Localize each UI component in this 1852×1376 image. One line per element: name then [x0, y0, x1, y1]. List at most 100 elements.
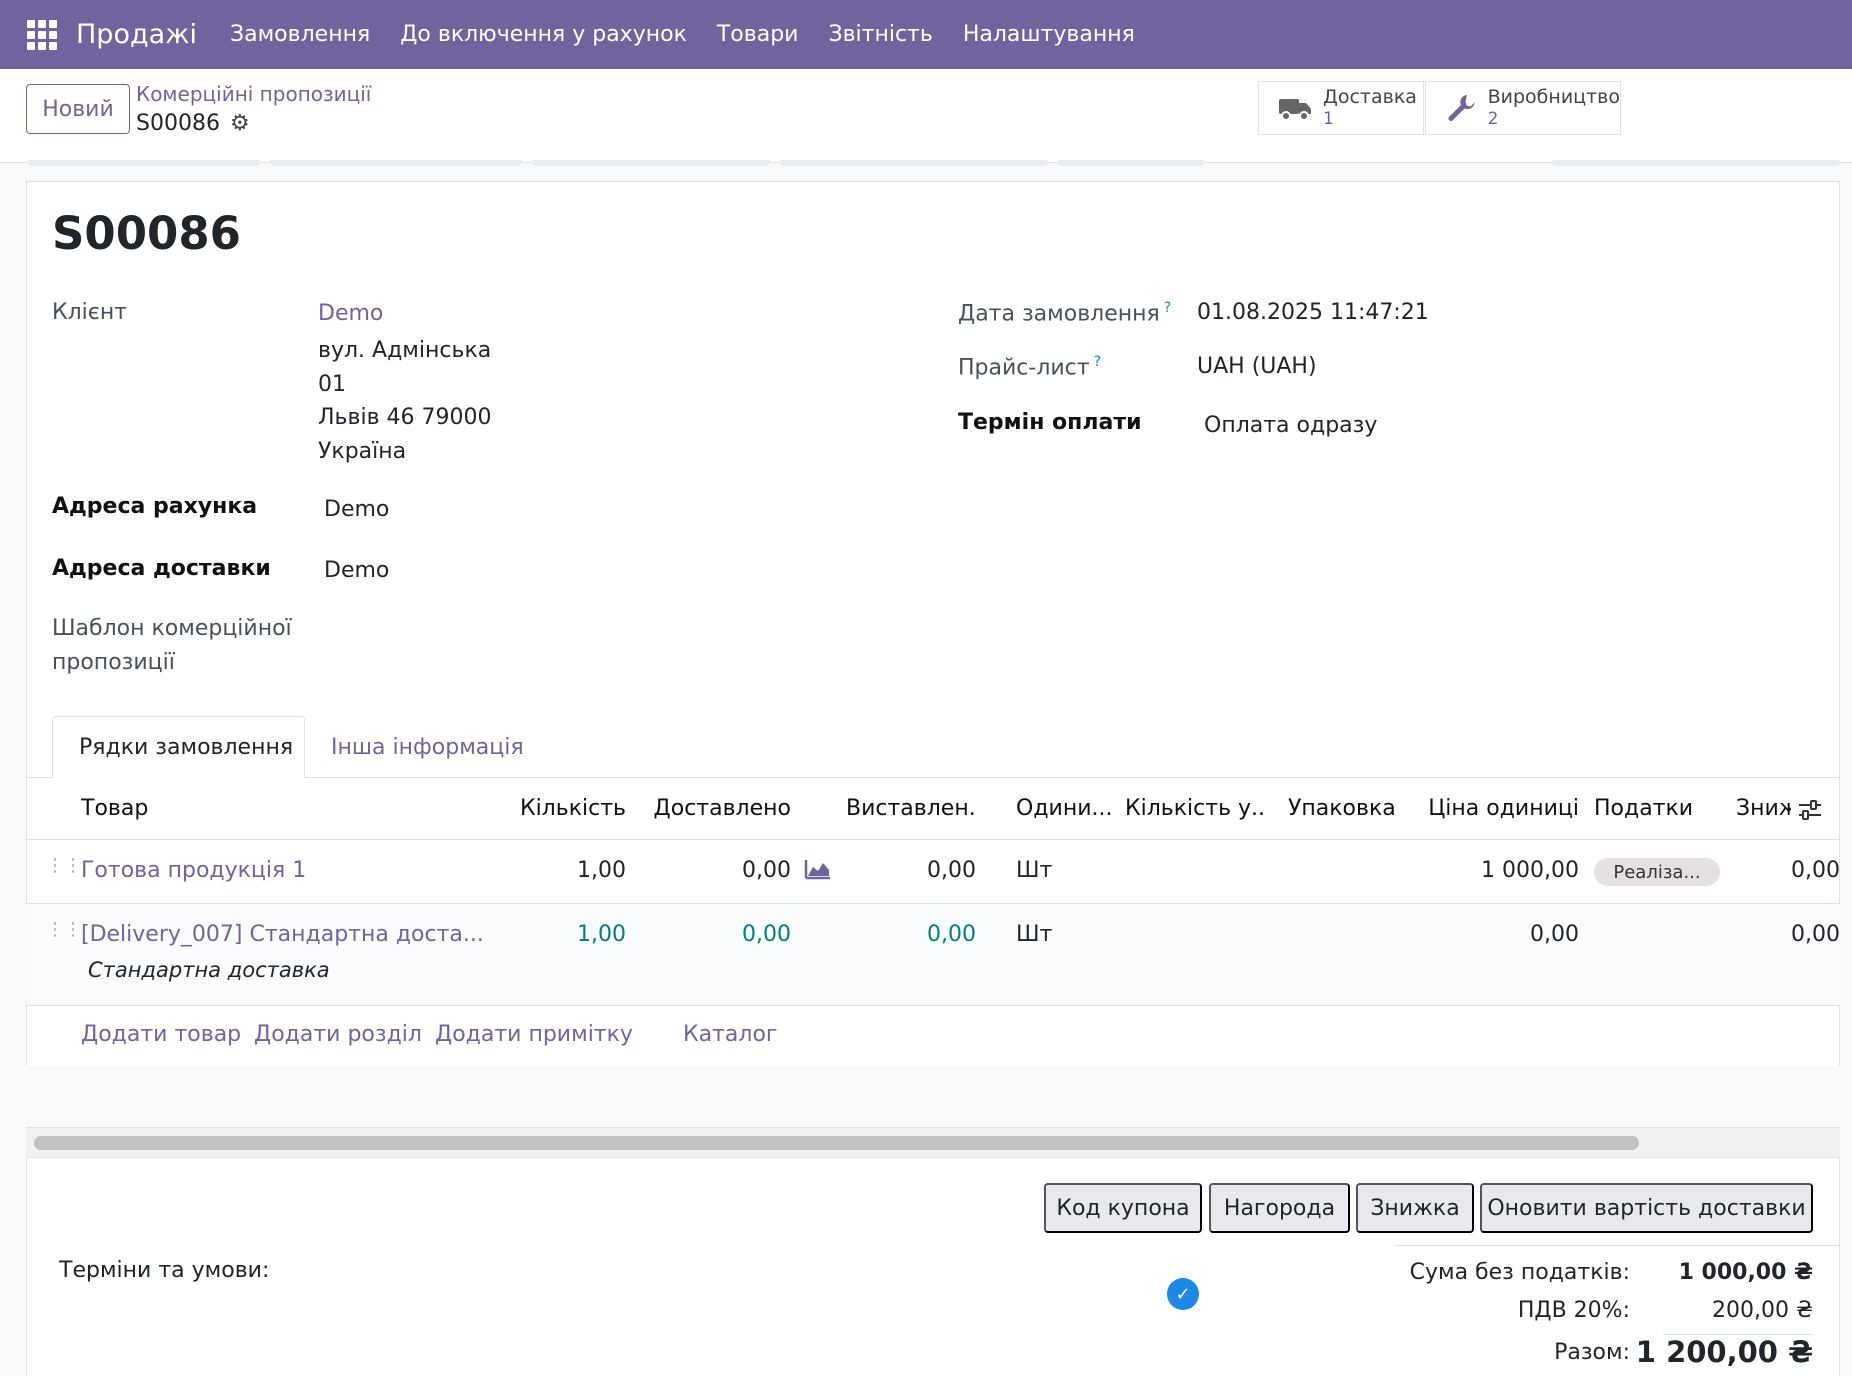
row-invoiced: 0,00: [927, 858, 976, 883]
statusbar-tab: [1058, 160, 1204, 166]
invoice-address-label: Адреса рахунка: [52, 494, 258, 519]
total-value: 1 200,00 ₴: [1635, 1335, 1813, 1369]
tab-other-info[interactable]: Інша інформація: [331, 734, 524, 760]
coupon-code-button[interactable]: Код купона: [1044, 1183, 1202, 1233]
vat-value: 200,00 ₴: [1712, 1298, 1813, 1323]
add-product-link[interactable]: Додати товар: [81, 1022, 242, 1047]
row-discount[interactable]: 0,00: [1791, 922, 1840, 947]
customer-address-line: Львів 46 79000: [318, 405, 492, 430]
drag-handle-icon[interactable]: ⋮⋮: [46, 919, 82, 940]
manufacturing-count: 2: [1487, 109, 1499, 129]
payment-terms-field[interactable]: Оплата одразу: [1204, 413, 1378, 438]
new-button[interactable]: Новий: [26, 84, 130, 134]
row-unit-price[interactable]: 1 000,00: [1481, 858, 1579, 883]
table-empty-row: [26, 1066, 1840, 1128]
order-date-field[interactable]: 01.08.2025 11:47:21: [1197, 300, 1429, 325]
statusbar-tab: [270, 160, 522, 166]
pricelist-label: Прайс-лист?: [958, 354, 1102, 381]
customer-name[interactable]: Demo: [318, 301, 384, 326]
row-product[interactable]: [Delivery_007] Стандартна доста...: [81, 922, 484, 947]
table-row[interactable]: ⋮⋮ Готова продукція 1 1,00 0,00 0,00 Шт …: [26, 840, 1840, 904]
statusbar-tab: [1552, 160, 1840, 166]
column-header-quantity[interactable]: Кількість: [519, 796, 626, 821]
help-tooltip-icon[interactable]: ?: [1163, 300, 1172, 316]
update-shipping-cost-button[interactable]: Оновити вартість доставки: [1480, 1183, 1813, 1233]
horizontal-scrollbar[interactable]: [26, 1128, 1840, 1158]
column-header-delivered[interactable]: Доставлено: [653, 796, 791, 821]
form-sheet: [26, 181, 1840, 1376]
vat-label: ПДВ 20%:: [1517, 1298, 1630, 1323]
scrollbar-thumb[interactable]: [34, 1136, 1639, 1150]
wrench-icon: [1442, 92, 1480, 124]
menu-orders[interactable]: Замовлення: [230, 22, 371, 47]
delivery-count: 1: [1323, 109, 1334, 129]
customer-address-line: 01: [318, 372, 346, 397]
add-section-link[interactable]: Додати розділ: [254, 1022, 422, 1047]
breadcrumb-current: S00086 ⚙: [136, 111, 250, 136]
quotation-template-label: Шаблон комерційної: [52, 616, 292, 641]
help-tooltip-icon[interactable]: ?: [1093, 354, 1102, 370]
add-note-link[interactable]: Додати примітку: [435, 1022, 633, 1047]
menu-to-invoice[interactable]: До включення у рахунок: [400, 22, 687, 47]
delivery-address-field[interactable]: Demo: [324, 558, 390, 583]
delivery-smart-button[interactable]: Доставка 1: [1258, 81, 1424, 135]
row-delivered: 0,00: [742, 922, 791, 947]
column-header-product[interactable]: Товар: [81, 796, 149, 821]
table-header: Товар Кількість Доставлено Виставлен... …: [26, 778, 1840, 840]
untaxed-amount-label: Сума без податків:: [1409, 1260, 1630, 1285]
column-header-packaging-qty[interactable]: Кількість у...: [1125, 796, 1265, 821]
row-delivered: 0,00: [742, 858, 791, 883]
quotation-template-field[interactable]: [324, 616, 884, 650]
record-title: S00086: [52, 207, 241, 260]
row-unit-price[interactable]: 0,00: [1530, 922, 1579, 947]
breadcrumb-quotations[interactable]: Комерційні пропозиції: [136, 82, 372, 106]
row-discount[interactable]: 0,00: [1791, 858, 1840, 883]
optional-columns-icon[interactable]: [1798, 799, 1822, 827]
invoice-address-field[interactable]: Demo: [324, 497, 390, 522]
check-circle-icon[interactable]: ✓: [1167, 1278, 1199, 1310]
manufacturing-smart-button[interactable]: Виробництво 2: [1425, 81, 1621, 135]
row-quantity[interactable]: 1,00: [577, 858, 626, 883]
column-header-uom[interactable]: Одини...: [1016, 796, 1113, 821]
total-label: Разом:: [1554, 1340, 1630, 1365]
gear-icon[interactable]: ⚙: [229, 111, 250, 136]
customer-address-line: Україна: [318, 439, 407, 464]
column-header-packaging[interactable]: Упаковка: [1288, 796, 1396, 821]
drag-handle-icon[interactable]: ⋮⋮: [46, 855, 82, 876]
statusbar-tab: [28, 160, 260, 166]
tabs-divider: [26, 777, 1840, 778]
menu-products[interactable]: Товари: [716, 22, 799, 47]
statusbar-tab: [532, 160, 770, 166]
forecast-chart-icon[interactable]: [804, 858, 832, 886]
row-uom[interactable]: Шт: [1016, 922, 1053, 947]
manufacturing-label: Виробництво: [1487, 86, 1620, 108]
truck-icon: [1275, 94, 1315, 122]
row-uom[interactable]: Шт: [1016, 858, 1053, 883]
payment-terms-label: Термін оплати: [958, 410, 1142, 435]
statusbar-tab: [780, 160, 1048, 166]
tax-badge[interactable]: Реаліза...: [1594, 858, 1720, 886]
terms-and-conditions-label: Терміни та умови:: [59, 1258, 270, 1283]
tab-order-lines[interactable]: Рядки замовлення: [52, 716, 305, 778]
column-header-unit-price[interactable]: Ціна одиниці: [1428, 796, 1579, 821]
apps-grid-icon[interactable]: [27, 19, 57, 50]
discount-button[interactable]: Знижка: [1356, 1183, 1474, 1233]
untaxed-amount-value: 1 000,00 ₴: [1678, 1260, 1813, 1285]
total-separator: [1663, 1334, 1813, 1335]
catalog-link[interactable]: Каталог: [683, 1022, 778, 1047]
column-header-discount[interactable]: Зниж: [1736, 796, 1791, 821]
app-name[interactable]: Продажі: [76, 19, 197, 50]
column-header-taxes[interactable]: Податки: [1594, 796, 1694, 821]
row-description: Стандартна доставка: [88, 958, 330, 982]
pricelist-field[interactable]: UAH (UAH): [1197, 354, 1317, 379]
column-header-invoiced[interactable]: Виставлен...: [846, 796, 976, 821]
reward-button[interactable]: Нагорода: [1209, 1183, 1350, 1233]
row-product[interactable]: Готова продукція 1: [81, 858, 307, 883]
menu-configuration[interactable]: Налаштування: [962, 22, 1135, 47]
table-row[interactable]: ⋮⋮ [Delivery_007] Стандартна доста... 1,…: [26, 904, 1840, 1006]
menu-reporting[interactable]: Звітність: [828, 22, 933, 47]
row-invoiced: 0,00: [927, 922, 976, 947]
delivery-label: Доставка: [1323, 86, 1417, 108]
totals-divider: [1395, 1245, 1840, 1246]
row-quantity[interactable]: 1,00: [577, 922, 626, 947]
